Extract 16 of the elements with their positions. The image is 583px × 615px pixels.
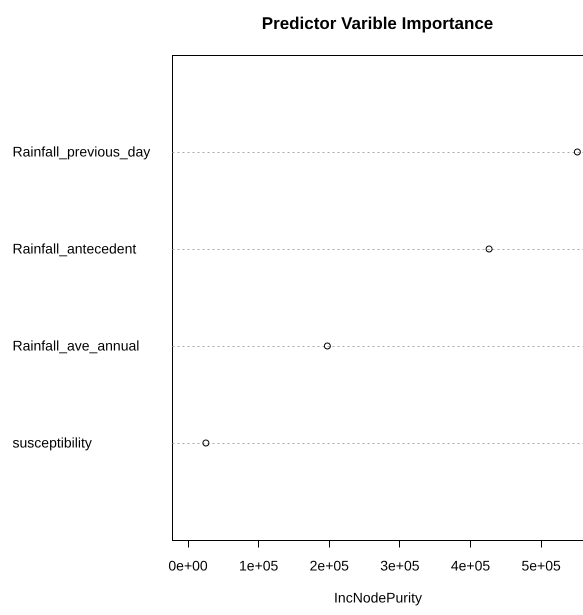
y-tick-label: susceptibility <box>12 434 92 450</box>
x-tick-label: 1e+05 <box>238 558 279 574</box>
point <box>202 440 210 446</box>
y-tick-label: Rainfall_antecedent <box>12 240 136 256</box>
x-tick-label: 2e+05 <box>310 558 350 574</box>
y-tick-label: Rainfall_ave_annual <box>12 338 140 354</box>
x-tick-label: 0e+00 <box>168 558 208 574</box>
y-tick-label: Rainfall_previous_day <box>12 144 150 160</box>
chart-title: Predictor Varible Importance <box>262 14 494 33</box>
point <box>324 342 331 350</box>
point <box>486 246 493 252</box>
x-tick-label: 3e+05 <box>380 558 420 574</box>
point <box>574 148 581 156</box>
x-tick-label: 4e+05 <box>450 558 490 574</box>
x-tick-label: 5e+05 <box>521 558 561 574</box>
x-axis-title: IncNodePurity <box>334 590 422 606</box>
